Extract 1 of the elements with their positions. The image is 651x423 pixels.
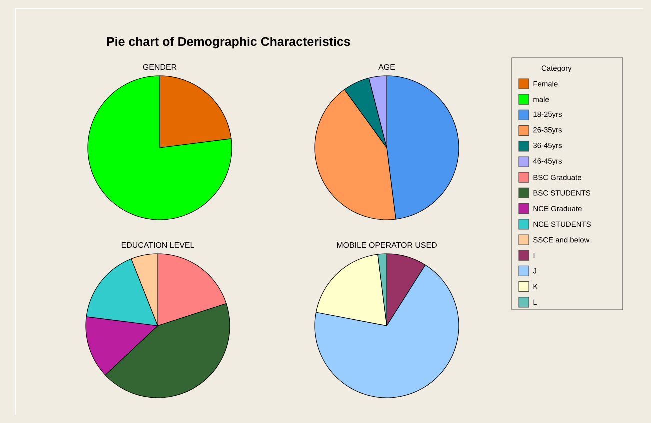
chart-title: Pie chart of Demographic Characteristics <box>107 36 350 49</box>
